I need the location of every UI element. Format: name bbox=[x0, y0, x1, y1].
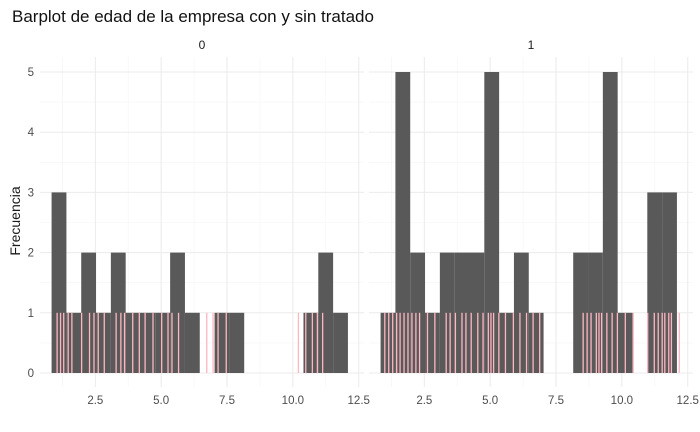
x-tick-label: 10.0 bbox=[282, 395, 304, 407]
bar bbox=[395, 72, 411, 373]
chart-title: Barplot de edad de la empresa con y sin … bbox=[12, 7, 374, 26]
facet-label: 1 bbox=[528, 38, 535, 52]
x-tick-label: 12.5 bbox=[677, 395, 699, 407]
y-tick-label: 0 bbox=[28, 368, 34, 380]
bar bbox=[662, 192, 677, 373]
bar bbox=[303, 312, 319, 373]
bar bbox=[513, 252, 529, 373]
y-tick-label: 2 bbox=[28, 248, 34, 260]
y-tick-label: 3 bbox=[28, 187, 34, 199]
panel-0: 0 2.5 5.0 7.5 10.0 12.5 0 1 2 3 4 5 bbox=[28, 38, 370, 407]
bar bbox=[81, 252, 97, 373]
y-tick-label: 4 bbox=[28, 127, 35, 139]
bar bbox=[51, 192, 67, 373]
x-tick-label: 12.5 bbox=[348, 395, 370, 407]
facet-label: 0 bbox=[199, 38, 206, 52]
bar bbox=[96, 312, 111, 373]
bar bbox=[410, 252, 426, 373]
x-tick-label: 2.5 bbox=[416, 395, 432, 407]
bar bbox=[499, 312, 514, 373]
y-tick-label: 5 bbox=[28, 67, 34, 79]
x-tick-label: 5.0 bbox=[482, 395, 498, 407]
bar bbox=[469, 252, 485, 373]
bar bbox=[66, 312, 82, 373]
bar bbox=[425, 312, 440, 373]
bar bbox=[155, 312, 171, 373]
bar bbox=[588, 252, 603, 373]
bar bbox=[602, 72, 618, 373]
bar bbox=[184, 312, 200, 373]
bar bbox=[140, 312, 156, 373]
bar bbox=[214, 312, 230, 373]
y-axis-label: Frecuencia bbox=[7, 186, 23, 255]
x-tick-label: 2.5 bbox=[87, 395, 103, 407]
x-tick-label: 10.0 bbox=[611, 395, 633, 407]
panel-1: 12.5 5.0 7.5 10.0 12.5 bbox=[369, 38, 699, 407]
bar bbox=[573, 252, 589, 373]
bar bbox=[333, 312, 348, 373]
x-tick-label: 7.5 bbox=[219, 395, 235, 407]
bar bbox=[484, 72, 500, 373]
bar bbox=[318, 252, 334, 373]
bar bbox=[110, 252, 126, 373]
x-tick-label: 5.0 bbox=[153, 395, 169, 407]
bar bbox=[170, 252, 185, 373]
x-tick-label: 7.5 bbox=[548, 395, 564, 407]
y-tick-label: 1 bbox=[28, 308, 34, 320]
bar bbox=[439, 252, 455, 373]
bar bbox=[528, 312, 544, 373]
bar bbox=[229, 312, 245, 373]
